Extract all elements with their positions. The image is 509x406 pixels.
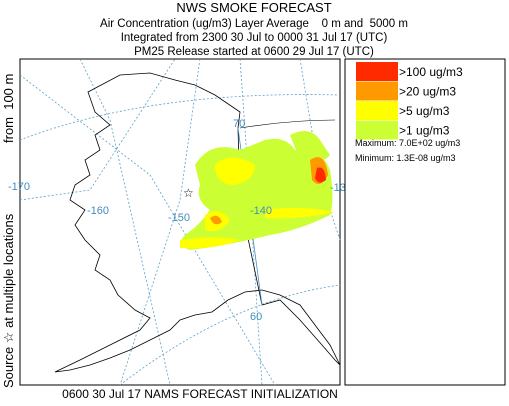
source-label: Source ☆ at multiple locations [1, 213, 16, 388]
coastline [54, 72, 341, 373]
longitude-line [79, 58, 171, 386]
longitude-line [19, 74, 276, 386]
legend-label: >100 ug/m3 [399, 65, 463, 79]
subtitle: Air Concentration (ug/m3) Layer Average … [100, 18, 408, 30]
longitude-label: -150 [168, 212, 190, 224]
smoke-plume [180, 131, 335, 250]
legend-swatch [356, 120, 398, 140]
map: ☆ -170 -160 -150 -140 -130 70 60 [8, 58, 352, 386]
legend-label: >5 ug/m3 [399, 104, 450, 118]
coastline [239, 119, 336, 129]
height-label: from 100 m [1, 74, 16, 143]
legend-swatch [356, 101, 398, 120]
longitude-line [119, 58, 201, 386]
latitude-label: 70 [233, 118, 245, 130]
footer: 0600 30 Jul 17 NAMS FORECAST INITIALIZAT… [62, 387, 338, 401]
legend-label: >20 ug/m3 [399, 85, 456, 99]
title: NWS SMOKE FORECAST [176, 0, 331, 15]
longitude-label: -170 [8, 181, 30, 193]
subtitle: Integrated from 2300 30 Jul to 0000 31 J… [121, 32, 388, 44]
longitude-line [299, 58, 341, 241]
maximum: Maximum: 7.0E+02 ug/m3 [355, 138, 460, 148]
legend-swatch [356, 62, 398, 81]
latitude-label: 60 [250, 311, 262, 323]
legend: >100 ug/m3 >20 ug/m3 >5 ug/m3 >1 ug/m3 [356, 62, 463, 140]
longitude-label: -160 [87, 205, 109, 217]
legend-label: >1 ug/m3 [399, 124, 450, 138]
legend-swatch [356, 81, 398, 101]
subtitle: PM25 Release started at 0600 29 Jul 17 (… [134, 46, 374, 58]
longitude-label: -140 [250, 205, 272, 217]
latitude-line [19, 94, 341, 141]
latitude-line [119, 284, 341, 386]
source-marker: ☆ [183, 186, 194, 200]
minimum: Minimum: 1.3E-08 ug/m3 [355, 153, 456, 163]
